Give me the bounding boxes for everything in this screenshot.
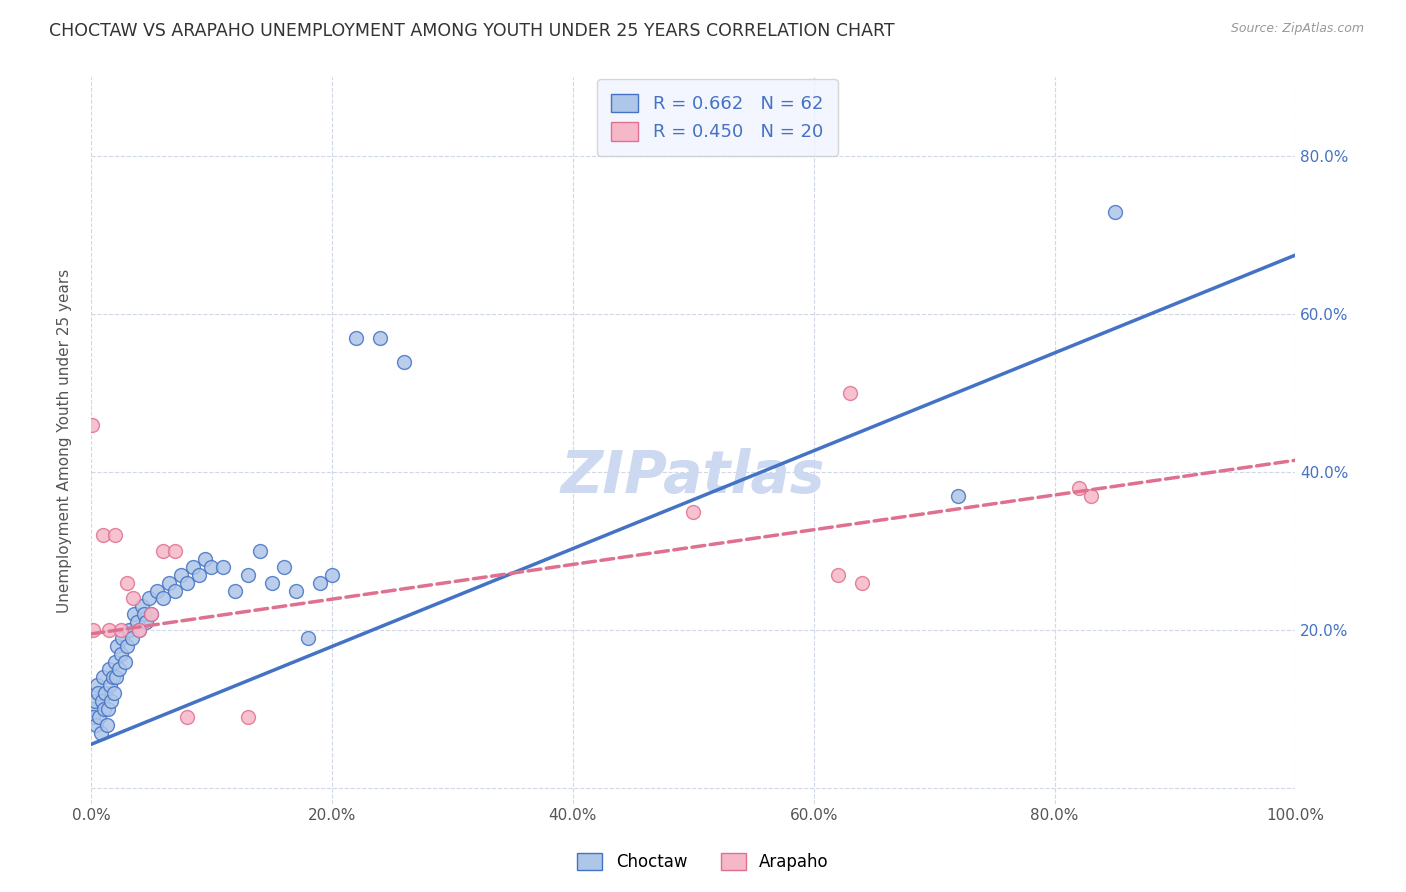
Point [344, 331, 367, 345]
Point [111, 631, 134, 645]
Point [107, 662, 129, 676]
Point [138, 591, 160, 606]
Point [101, 670, 124, 684]
Point [236, 710, 259, 724]
Point [94, 686, 117, 700]
Point [176, 710, 198, 724]
Point [98, 623, 121, 637]
Point [121, 631, 143, 645]
Point [249, 544, 271, 558]
Point [170, 567, 193, 582]
Point [165, 544, 187, 558]
Point [236, 567, 259, 582]
Point [98, 662, 121, 676]
Point [97, 702, 120, 716]
Point [181, 559, 204, 574]
Point [131, 599, 153, 614]
Text: Source: ZipAtlas.com: Source: ZipAtlas.com [1230, 22, 1364, 36]
Text: ZIPatlas: ZIPatlas [561, 449, 825, 506]
Point [104, 528, 127, 542]
Legend: Choctaw, Arapaho: Choctaw, Arapaho [569, 845, 837, 880]
Point [110, 623, 132, 637]
Point [368, 331, 391, 345]
Point [103, 686, 125, 700]
Point [110, 647, 132, 661]
Point [128, 623, 150, 637]
Point [100, 694, 122, 708]
Point [224, 583, 246, 598]
Point [141, 607, 163, 622]
Point [91, 670, 114, 684]
Point [115, 639, 138, 653]
Point [188, 567, 211, 582]
Point [105, 670, 128, 684]
Point [152, 544, 174, 558]
Legend: R = 0.662   N = 62, R = 0.450   N = 20: R = 0.662 N = 62, R = 0.450 N = 20 [598, 79, 838, 156]
Point [152, 591, 174, 606]
Point [125, 615, 148, 629]
Point [90, 725, 112, 739]
Point [96, 717, 118, 731]
Point [87, 686, 110, 700]
Point [128, 623, 150, 637]
Point [284, 583, 307, 598]
Point [827, 567, 849, 582]
Point [89, 710, 111, 724]
Point [132, 607, 155, 622]
Point [321, 567, 343, 582]
Point [82, 623, 104, 637]
Point [176, 575, 198, 590]
Point [114, 655, 136, 669]
Point [107, 639, 129, 653]
Point [93, 702, 115, 716]
Y-axis label: Unemployment Among Youth under 25 years: Unemployment Among Youth under 25 years [58, 268, 72, 613]
Point [124, 607, 146, 622]
Point [90, 694, 112, 708]
Point [118, 623, 141, 637]
Point [948, 489, 970, 503]
Point [91, 528, 114, 542]
Point [165, 583, 187, 598]
Point [273, 559, 295, 574]
Point [122, 591, 145, 606]
Point [83, 694, 105, 708]
Point [297, 631, 319, 645]
Point [82, 702, 104, 716]
Point [308, 575, 330, 590]
Point [200, 559, 222, 574]
Point [135, 615, 157, 629]
Point [104, 655, 127, 669]
Point [260, 575, 283, 590]
Text: CHOCTAW VS ARAPAHO UNEMPLOYMENT AMONG YOUTH UNDER 25 YEARS CORRELATION CHART: CHOCTAW VS ARAPAHO UNEMPLOYMENT AMONG YO… [49, 22, 894, 40]
Point [212, 559, 235, 574]
Point [146, 583, 169, 598]
Point [194, 552, 217, 566]
Point [82, 417, 104, 432]
Point [1067, 481, 1090, 495]
Point [851, 575, 873, 590]
Point [1080, 489, 1102, 503]
Point [1104, 204, 1126, 219]
Point [86, 678, 108, 692]
Point [84, 717, 107, 731]
Point [392, 354, 415, 368]
Point [157, 575, 180, 590]
Point [82, 710, 104, 724]
Point [838, 386, 860, 401]
Point [682, 505, 704, 519]
Point [98, 678, 121, 692]
Point [115, 575, 138, 590]
Point [141, 607, 163, 622]
